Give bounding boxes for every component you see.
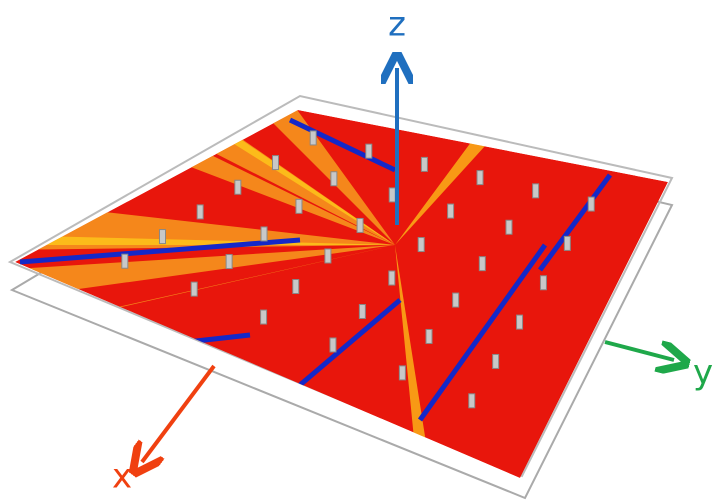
pillar bbox=[564, 236, 570, 250]
pillar bbox=[448, 204, 454, 218]
pillar bbox=[389, 271, 395, 285]
pillar bbox=[588, 197, 594, 211]
pillar bbox=[479, 257, 485, 271]
pillar bbox=[122, 254, 128, 268]
pillar bbox=[359, 304, 365, 318]
pillar bbox=[506, 220, 512, 234]
pillar bbox=[191, 282, 197, 296]
pillar bbox=[159, 230, 165, 244]
pillar bbox=[540, 276, 546, 290]
pillar bbox=[261, 310, 267, 324]
pillar bbox=[477, 171, 483, 185]
x-axis bbox=[142, 366, 214, 462]
pillar bbox=[296, 199, 302, 213]
pillar bbox=[493, 354, 499, 368]
y-label: y bbox=[693, 353, 713, 393]
scene: z y x bbox=[0, 0, 718, 503]
pillar bbox=[418, 238, 424, 252]
pillar bbox=[293, 280, 299, 294]
pillar bbox=[325, 249, 331, 263]
pillar bbox=[330, 338, 336, 352]
pillar bbox=[273, 156, 279, 170]
z-label: z bbox=[388, 5, 406, 45]
pillar bbox=[366, 144, 372, 158]
pillar bbox=[357, 218, 363, 232]
pillar bbox=[469, 394, 475, 408]
pillar bbox=[235, 180, 241, 194]
y-axis bbox=[605, 342, 674, 360]
pillar bbox=[197, 205, 203, 219]
pillar bbox=[261, 227, 267, 241]
pillar bbox=[310, 131, 316, 145]
pillar bbox=[389, 188, 395, 202]
pillar bbox=[426, 329, 432, 343]
pillar bbox=[399, 366, 405, 380]
pillar bbox=[517, 315, 523, 329]
x-label: x bbox=[112, 457, 132, 497]
pillar bbox=[453, 293, 459, 307]
pillar bbox=[226, 255, 232, 269]
pillar bbox=[331, 172, 337, 186]
pillar bbox=[533, 184, 539, 198]
pillar bbox=[421, 157, 427, 171]
